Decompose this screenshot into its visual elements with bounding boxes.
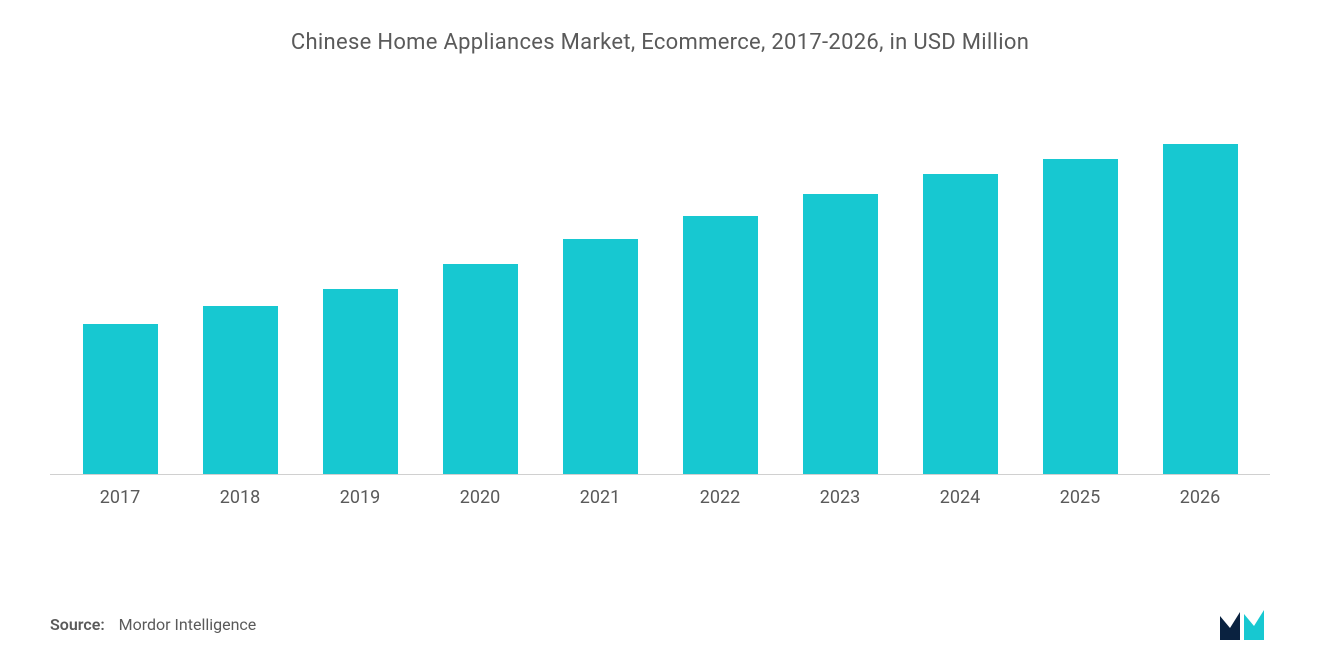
- chart-title: Chinese Home Appliances Market, Ecommerc…: [40, 30, 1280, 55]
- bar-group: [540, 239, 660, 474]
- bar-group: [60, 324, 180, 474]
- x-axis-labels: 2017 2018 2019 2020 2021 2022 2023 2024 …: [50, 475, 1270, 508]
- x-label: 2023: [780, 487, 900, 508]
- bar-2026: [1163, 144, 1238, 474]
- source-text: Source: Mordor Intelligence: [50, 615, 256, 634]
- bar-group: [1140, 144, 1260, 474]
- bar-2017: [83, 324, 158, 474]
- x-label: 2026: [1140, 487, 1260, 508]
- bar-2025: [1043, 159, 1118, 474]
- bar-group: [1020, 159, 1140, 474]
- source-row: Source: Mordor Intelligence: [50, 608, 1270, 640]
- bar-group: [180, 306, 300, 474]
- x-label: 2022: [660, 487, 780, 508]
- x-label: 2021: [540, 487, 660, 508]
- bar-group: [300, 289, 420, 474]
- bar-2022: [683, 216, 758, 474]
- bar-group: [900, 174, 1020, 474]
- bar-2024: [923, 174, 998, 474]
- source-value: Mordor Intelligence: [119, 615, 257, 634]
- x-label: 2020: [420, 487, 540, 508]
- x-label: 2017: [60, 487, 180, 508]
- mordor-logo-icon: [1220, 608, 1270, 640]
- bar-2021: [563, 239, 638, 474]
- x-label: 2024: [900, 487, 1020, 508]
- bar-2023: [803, 194, 878, 474]
- x-label: 2025: [1020, 487, 1140, 508]
- chart-area: 2017 2018 2019 2020 2021 2022 2023 2024 …: [40, 105, 1280, 525]
- x-label: 2018: [180, 487, 300, 508]
- x-label: 2019: [300, 487, 420, 508]
- bar-2019: [323, 289, 398, 474]
- bar-group: [660, 216, 780, 474]
- bar-2018: [203, 306, 278, 474]
- bar-group: [780, 194, 900, 474]
- bars-container: [50, 105, 1270, 475]
- bar-2020: [443, 264, 518, 474]
- bar-group: [420, 264, 540, 474]
- source-label: Source:: [50, 615, 105, 634]
